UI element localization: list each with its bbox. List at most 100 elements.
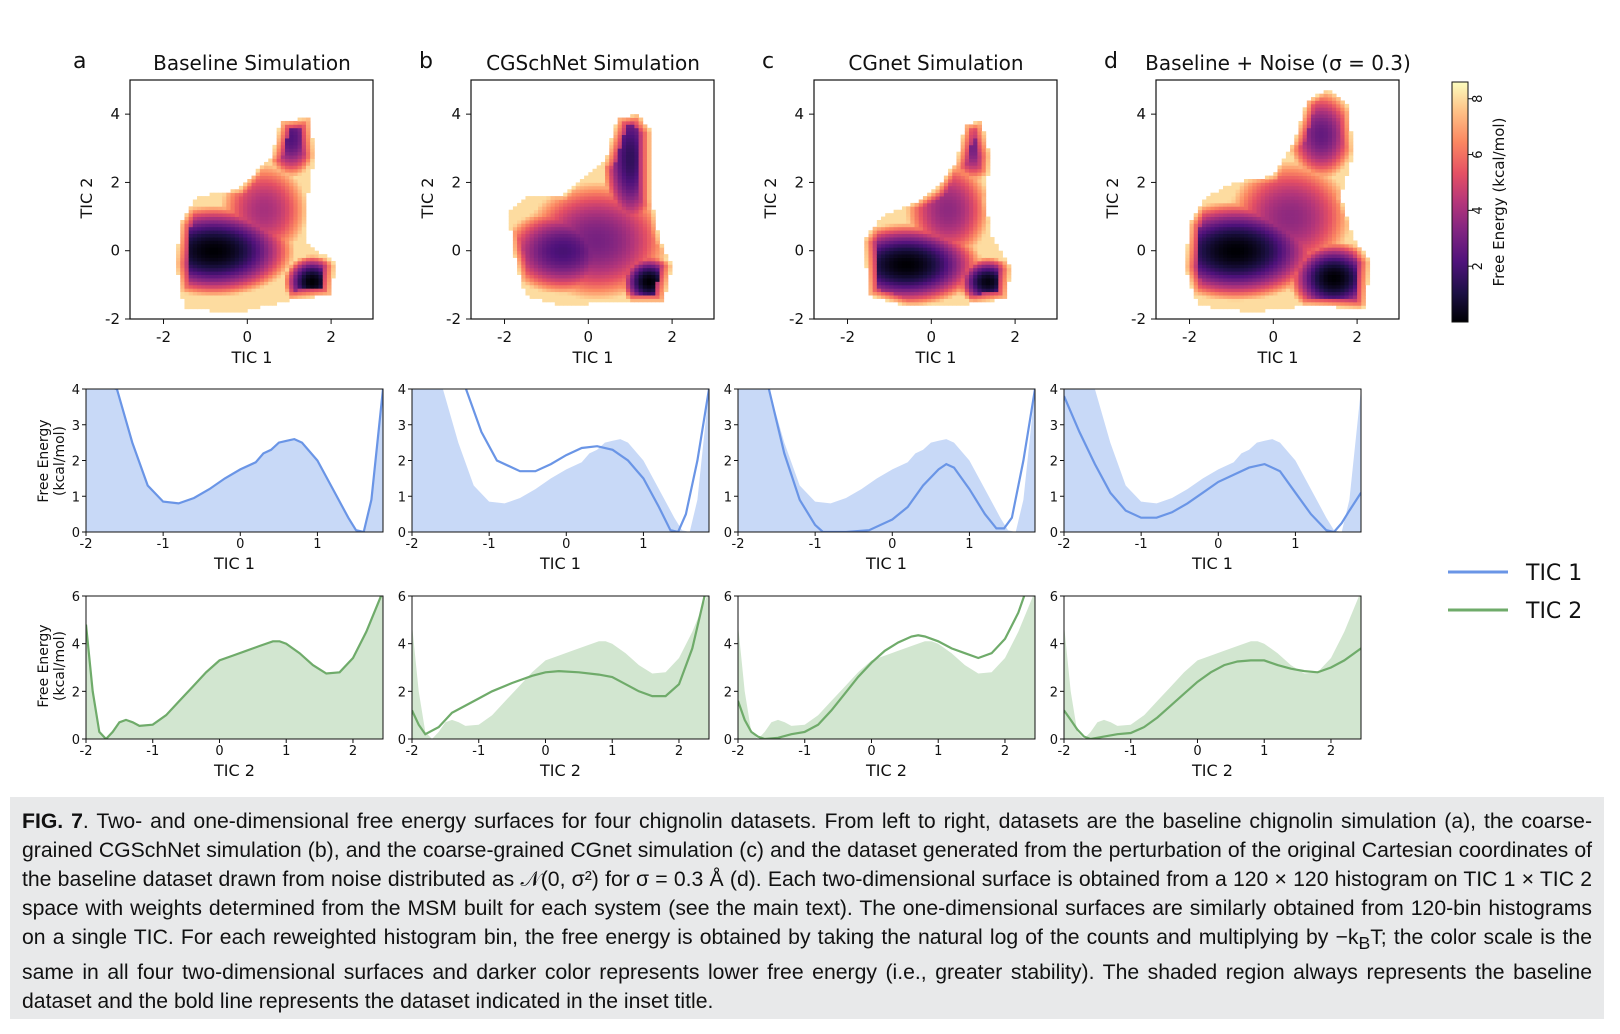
xlabel-c: TIC 1 xyxy=(915,348,957,367)
heatmap-bin xyxy=(259,202,265,207)
heatmap-bin xyxy=(272,230,278,235)
heatmap-bin xyxy=(651,260,656,265)
heatmap-bin xyxy=(558,233,564,238)
heatmap-bin xyxy=(1197,271,1203,276)
heatmap-bin xyxy=(1231,295,1236,299)
heatmap-bin xyxy=(1223,223,1228,228)
heatmap-bin xyxy=(927,233,932,238)
heatmap-bin xyxy=(1302,257,1308,262)
heatmap-bin xyxy=(592,281,598,286)
heatmap-bin xyxy=(1290,250,1295,255)
heatmap-bin xyxy=(642,206,648,211)
heatmap-bin xyxy=(985,298,991,303)
heatmap-bin xyxy=(605,260,610,265)
heatmap-bin xyxy=(525,247,531,252)
heatmap-bin xyxy=(213,295,219,299)
heatmap-bin xyxy=(280,267,286,272)
heatmap-bin xyxy=(201,305,206,310)
heatmap-bin xyxy=(197,284,202,289)
heatmap-bin xyxy=(259,226,265,231)
heatmap-bin xyxy=(876,281,882,286)
heatmap-bin xyxy=(977,257,982,262)
heatmap-bin xyxy=(1302,175,1308,180)
heatmap-bin xyxy=(1298,237,1304,241)
heatmap-bin xyxy=(584,206,589,211)
heatmap-bin xyxy=(1218,254,1224,258)
heatmap-bin xyxy=(259,254,265,258)
heatmap-bin xyxy=(1189,247,1195,252)
heatmap-bin xyxy=(268,196,273,200)
heatmap-bin xyxy=(297,158,303,163)
heatmap-bin xyxy=(1227,288,1232,293)
heatmap-bin xyxy=(289,284,294,289)
heatmap-bin xyxy=(188,291,194,296)
heatmap-bin xyxy=(1264,185,1270,190)
heatmap-bin xyxy=(864,240,869,245)
heatmap-bin xyxy=(617,240,623,245)
heatmap-bin xyxy=(1256,291,1262,296)
heatmap-bin xyxy=(1252,308,1257,313)
heatmap-bin xyxy=(305,260,311,265)
heatmap-bin xyxy=(964,233,970,238)
heatmap-bin xyxy=(575,226,581,231)
heatmap-bin xyxy=(1206,271,1211,276)
heatmap-bin xyxy=(264,179,269,183)
heatmap-bin xyxy=(184,274,190,279)
heatmap-bin xyxy=(289,219,294,224)
x-tick-label: 2 xyxy=(326,328,336,346)
heatmap-bin xyxy=(981,189,987,194)
heatmap-bin xyxy=(964,131,970,136)
heatmap-bin xyxy=(255,247,261,252)
heatmap-bin xyxy=(264,168,269,173)
heatmap-bin xyxy=(318,264,324,269)
heatmap-bin xyxy=(1294,155,1299,159)
heatmap-bin xyxy=(609,199,614,204)
heatmap-bin xyxy=(1281,223,1287,228)
heatmap-bin xyxy=(1298,254,1304,258)
heatmap-bin xyxy=(301,278,307,282)
heatmap-bin xyxy=(209,250,215,255)
heatmap-bin xyxy=(948,250,953,255)
heatmap-bin xyxy=(588,267,593,272)
heatmap-bin xyxy=(285,264,290,269)
heatmap-bin xyxy=(314,264,319,269)
heatmap-bin xyxy=(310,165,315,170)
heatmap-bin xyxy=(621,144,627,149)
heatmap-bin xyxy=(525,196,531,200)
heatmap-bin xyxy=(638,165,644,170)
heatmap-bin xyxy=(255,209,261,214)
heatmap-bin xyxy=(563,216,568,221)
heatmap-bin xyxy=(529,281,535,286)
heatmap-bin xyxy=(1290,179,1295,183)
heatmap-bin xyxy=(259,264,265,269)
heatmap-bin xyxy=(1302,179,1308,183)
heatmap-bin xyxy=(301,291,307,296)
heatmap-bin xyxy=(310,148,315,153)
heatmap-bin xyxy=(293,165,298,170)
heatmap-bin xyxy=(326,278,332,282)
heatmap-bin xyxy=(264,230,269,235)
heatmap-bin xyxy=(1285,260,1291,265)
heatmap-bin xyxy=(326,260,332,265)
heatmap-bin xyxy=(969,134,974,139)
heatmap-bin xyxy=(960,144,966,149)
heatmap-bin xyxy=(205,226,210,231)
heatmap-bin xyxy=(234,237,240,241)
heatmap-bin xyxy=(529,240,535,245)
heatmap-bin xyxy=(1256,250,1262,255)
heatmap-bin xyxy=(1248,219,1253,224)
heatmap-bin xyxy=(935,288,941,293)
heatmap-bin xyxy=(646,196,652,200)
heatmap-bin xyxy=(1210,301,1216,306)
heatmap-bin xyxy=(1223,202,1228,207)
heatmap-bin xyxy=(226,288,231,293)
heatmap-bin xyxy=(1294,257,1299,262)
heatmap-bin xyxy=(1306,257,1312,262)
heatmap-bin xyxy=(1302,168,1308,173)
heatmap-bin xyxy=(579,240,585,245)
heatmap-bin xyxy=(238,308,244,313)
heatmap-bin xyxy=(960,196,966,200)
heatmap-bin xyxy=(1294,295,1299,299)
heatmap-bin xyxy=(600,278,606,282)
heatmap-bin xyxy=(634,209,639,214)
